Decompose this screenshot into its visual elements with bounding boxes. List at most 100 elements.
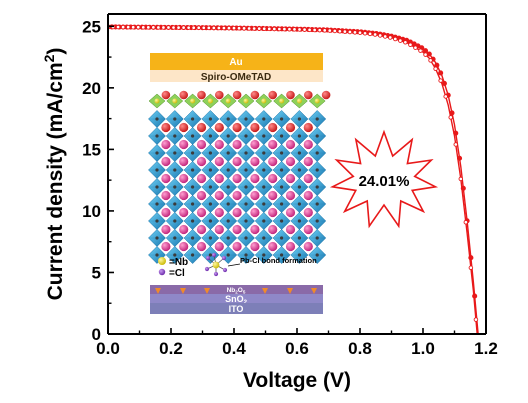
pb-atom — [173, 151, 176, 154]
pb-atom — [227, 219, 230, 222]
series-point — [167, 26, 171, 30]
pb-atom — [191, 168, 194, 171]
cl-atom — [212, 253, 216, 257]
series-point — [449, 116, 453, 120]
series-point — [419, 49, 423, 53]
bond-label: Pb-Cl bond formation — [240, 256, 317, 265]
series-point — [147, 26, 151, 30]
pb-atom — [209, 253, 212, 256]
bond-arrow — [228, 264, 240, 266]
a-site-cation — [250, 191, 259, 200]
series-point — [242, 27, 246, 31]
a-site-cation — [268, 208, 277, 217]
nb-atom — [261, 99, 266, 104]
series-point — [222, 26, 226, 30]
cl-atom — [222, 256, 226, 260]
a-site-cation — [250, 140, 259, 149]
a-site-cation — [215, 123, 224, 132]
a-site-cation — [250, 157, 259, 166]
series-point — [288, 27, 292, 31]
series-point — [116, 25, 120, 29]
a-site-cation — [268, 123, 277, 132]
pb-atom — [280, 202, 283, 205]
a-site-cation — [179, 140, 188, 149]
a-site-cation — [233, 140, 242, 149]
series-point — [358, 31, 362, 35]
a-site-cation — [286, 225, 295, 234]
series-point — [212, 26, 216, 30]
series-point — [298, 28, 302, 32]
ito-label: ITO — [229, 304, 244, 314]
a-site-cation — [215, 242, 224, 251]
series-point — [141, 26, 145, 30]
iodide-atom — [162, 91, 171, 100]
pb-atom — [316, 117, 319, 120]
series-point — [283, 27, 287, 31]
a-site-cation — [304, 123, 313, 132]
pb-atom — [244, 151, 247, 154]
y-tick-label: 15 — [82, 140, 101, 159]
pb-atom — [244, 168, 247, 171]
series-point — [126, 25, 130, 29]
pb-atom — [244, 219, 247, 222]
pb-atom — [155, 134, 158, 137]
pb-atom — [227, 134, 230, 137]
series-point — [373, 33, 377, 37]
legend-nb: =Nb — [158, 257, 188, 268]
series-point — [121, 25, 125, 29]
x-axis-title: Voltage (V) — [243, 369, 351, 392]
series-point — [172, 26, 176, 30]
cl-legend-label: =Cl — [169, 268, 185, 279]
pb-atom — [298, 202, 301, 205]
series-point — [469, 266, 473, 270]
y-tick-label: 0 — [92, 325, 101, 344]
pb-atom — [280, 117, 283, 120]
a-site-cation — [233, 208, 242, 217]
pb-atom — [298, 236, 301, 239]
pb-atom — [244, 185, 247, 188]
nb-atom — [208, 99, 213, 104]
pb-atom — [173, 134, 176, 137]
a-site-cation — [161, 225, 170, 234]
nb-atom — [155, 99, 160, 104]
nb-atom — [172, 99, 177, 104]
a-site-cation — [250, 225, 259, 234]
perovskite-lattice — [148, 91, 330, 264]
cl-atom — [223, 268, 227, 272]
series-point — [399, 39, 403, 43]
pb-atom — [316, 151, 319, 154]
pb-atom — [298, 151, 301, 154]
series-point — [207, 26, 211, 30]
series-point — [313, 28, 317, 32]
series-point — [308, 28, 312, 32]
pb-atom — [209, 202, 212, 205]
nb-legend-dot — [158, 257, 166, 265]
series-point — [368, 32, 372, 36]
pb-atom — [227, 151, 230, 154]
series-point — [278, 27, 282, 31]
a-site-cation — [215, 140, 224, 149]
series-point — [131, 25, 135, 29]
pb-atom — [191, 117, 194, 120]
series-point — [197, 26, 201, 30]
pb-atom — [298, 185, 301, 188]
pb-atom — [316, 236, 319, 239]
series-point — [257, 27, 261, 31]
x-tick-label: 0.8 — [348, 339, 372, 358]
pb-atom — [209, 134, 212, 137]
pb-atom — [280, 168, 283, 171]
series-point — [444, 95, 448, 99]
iodide-atom — [251, 91, 260, 100]
pb-atom — [298, 219, 301, 222]
pb-atom — [209, 168, 212, 171]
pb-atom — [244, 134, 247, 137]
iodide-atom — [286, 91, 295, 100]
x-tick-label: 0.4 — [222, 339, 246, 358]
a-site-cation — [233, 157, 242, 166]
series-point — [414, 46, 418, 50]
y-tick-label: 10 — [82, 202, 101, 221]
pb-atom — [280, 219, 283, 222]
y-ticks: 0 5 10 15 20 25 — [82, 17, 114, 344]
pb-atom — [298, 168, 301, 171]
pb-atom — [191, 134, 194, 137]
